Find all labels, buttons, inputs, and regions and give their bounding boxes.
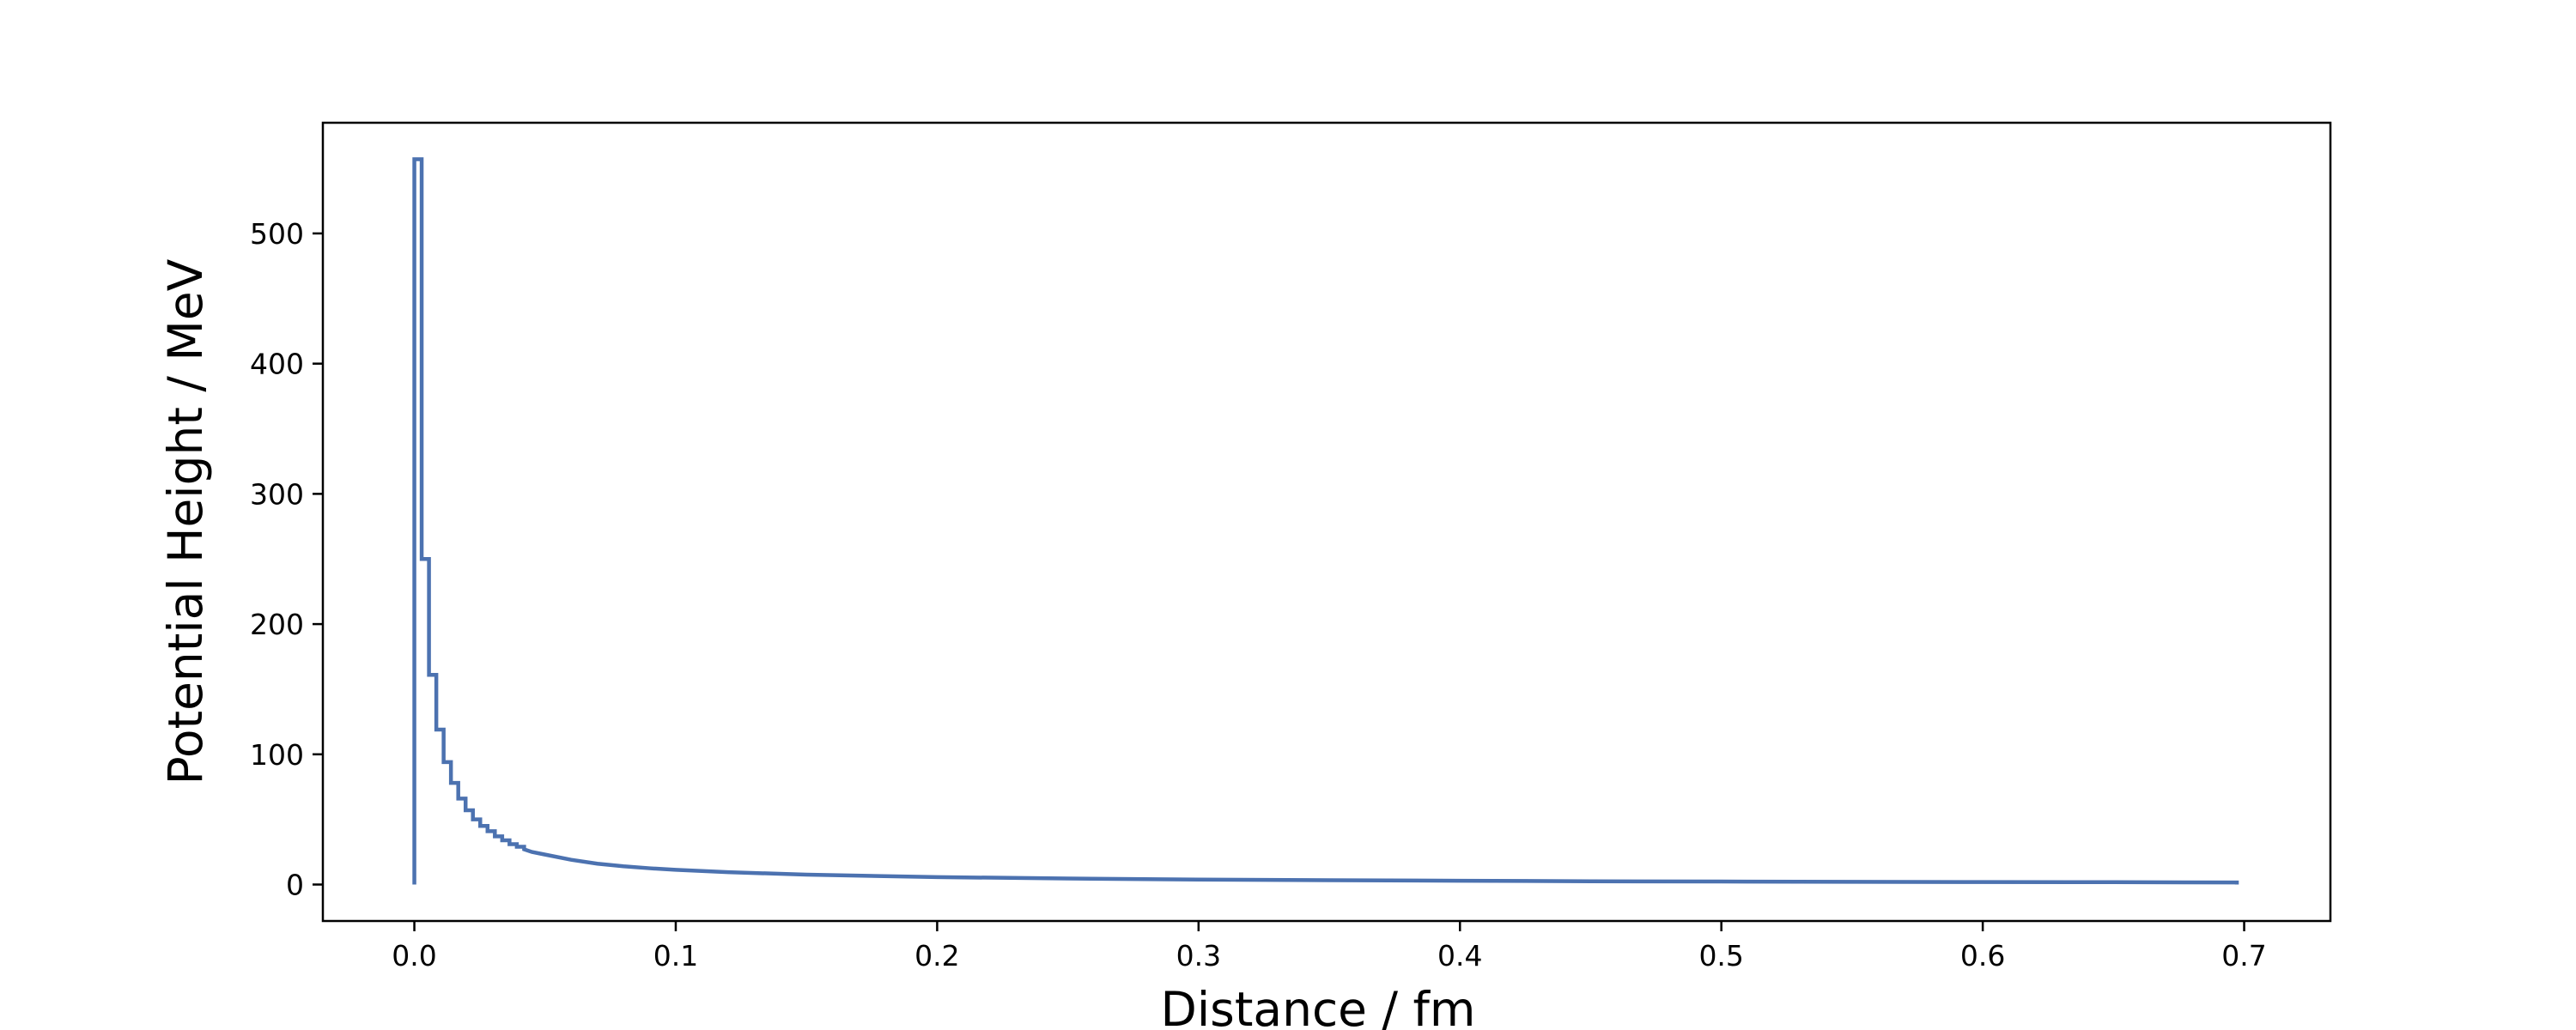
y-axis-label: Potential Height / MeV (158, 258, 213, 785)
x-tick-label: 0.3 (1176, 939, 1221, 972)
y-tick-label: 500 (250, 217, 304, 251)
x-tick-label: 0.5 (1698, 939, 1743, 972)
x-tick-label: 0.4 (1437, 939, 1482, 972)
y-tick-label: 200 (250, 608, 304, 641)
y-tick-label: 100 (250, 738, 304, 772)
x-tick-label: 0.2 (914, 939, 959, 972)
x-axis-ticks: 0.0 0.1 0.2 0.3 0.4 0.5 0.6 0.7 (392, 921, 2267, 972)
x-axis-label: Distance / fm (1161, 982, 1476, 1030)
y-tick-label: 400 (250, 348, 304, 381)
x-tick-label: 0.6 (1960, 939, 2005, 972)
plot-frame (321, 121, 2332, 923)
y-axis-ticks: 0 100 200 300 400 500 (250, 217, 323, 902)
y-tick-label: 0 (286, 869, 304, 902)
x-tick-label: 0.1 (653, 939, 698, 972)
potential-step-line (412, 157, 2239, 885)
x-tick-label: 0.7 (2221, 939, 2266, 972)
y-tick-label: 300 (250, 477, 304, 511)
x-tick-label: 0.0 (392, 939, 436, 972)
